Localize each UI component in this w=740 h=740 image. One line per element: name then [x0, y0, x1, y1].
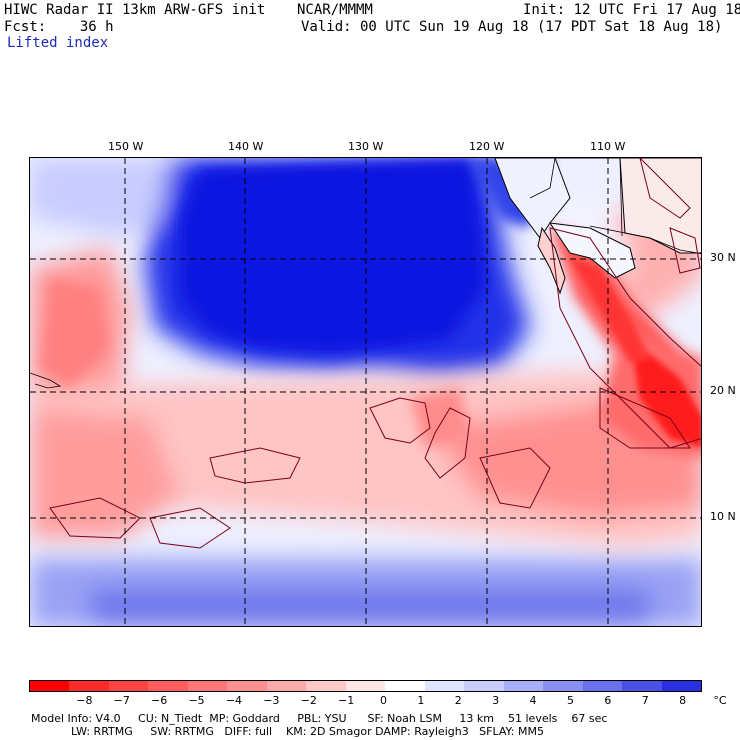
colorbar-tick-label: °C — [713, 694, 727, 707]
colorbar-swatch — [148, 681, 188, 691]
colorbar-tick-label: 5 — [566, 694, 574, 707]
graticule — [30, 158, 701, 626]
colorbar-tick-label: −2 — [300, 694, 317, 707]
colorbar-swatch — [661, 681, 701, 691]
colorbar-tick-label: −3 — [263, 694, 280, 707]
lon-label-140w: 140 W — [228, 140, 264, 153]
land-outline — [494, 158, 701, 295]
lon-label-130w: 130 W — [348, 140, 384, 153]
colorbar-swatch — [345, 681, 386, 691]
colorbar-swatch — [227, 681, 267, 691]
colorbar-tick-label: −4 — [225, 694, 243, 707]
colorbar-swatch — [187, 681, 228, 691]
colorbar-tick-label: 6 — [604, 694, 612, 707]
contour-lines — [49, 158, 701, 549]
colorbar-tick-label: 0 — [380, 694, 387, 707]
colorbar-tick-label: 7 — [641, 694, 649, 707]
colorbar-tick-label: −6 — [151, 694, 168, 707]
colorbar-swatch — [266, 681, 307, 691]
footer-model-info: Model Info: V4.0 CU: N_Tiedt MP: Goddard… — [31, 712, 608, 725]
model-title: HIWC Radar II 13km ARW-GFS init — [4, 2, 266, 18]
lat-label-30n: 30 N — [710, 251, 736, 264]
colorbar-swatch — [622, 681, 662, 691]
colorbar-swatch — [582, 681, 623, 691]
init-time: Init: 12 UTC Fri 17 Aug 18 — [523, 2, 740, 18]
colorbar-tick-label: 1 — [417, 694, 425, 707]
org-label: NCAR/MMMM — [297, 2, 373, 18]
colorbar-tick-label: −7 — [113, 694, 130, 707]
colorbar-swatch — [464, 681, 504, 691]
valid-time: Valid: 00 UTC Sun 19 Aug 18 (17 PDT Sat … — [301, 19, 723, 35]
lat-label-10n: 10 N — [710, 510, 736, 523]
lat-label-20n: 20 N — [710, 384, 736, 397]
colorbar-tick-label: 2 — [454, 694, 462, 707]
field-name: Lifted index — [7, 35, 109, 51]
lon-label-120w: 120 W — [469, 140, 505, 153]
colorbar-tick-label: −8 — [76, 694, 93, 707]
colorbar — [29, 680, 702, 692]
lifted-index-map — [29, 157, 702, 627]
forecast-hour: Fcst: 36 h — [4, 19, 114, 35]
colorbar-swatch — [30, 681, 70, 691]
colorbar-swatch — [503, 681, 544, 691]
colorbar-swatch — [385, 681, 425, 691]
colorbar-swatch — [424, 681, 465, 691]
colorbar-tick-label: 3 — [492, 694, 500, 707]
map-canvas — [30, 158, 701, 626]
lon-label-110w: 110 W — [590, 140, 626, 153]
colorbar-tick-label: 4 — [529, 694, 537, 707]
colorbar-swatch — [69, 681, 109, 691]
lon-label-150w: 150 W — [108, 140, 144, 153]
colorbar-tick-label: −5 — [188, 694, 205, 707]
colorbar-tick-label: 8 — [679, 694, 687, 707]
colorbar-swatch — [543, 681, 583, 691]
colorbar-swatch — [108, 681, 149, 691]
footer-physics-info: LW: RRTMG SW: RRTMG DIFF: full KM: 2D Sm… — [71, 725, 544, 738]
colorbar-tick-label: −1 — [338, 694, 355, 707]
colorbar-swatch — [306, 681, 346, 691]
